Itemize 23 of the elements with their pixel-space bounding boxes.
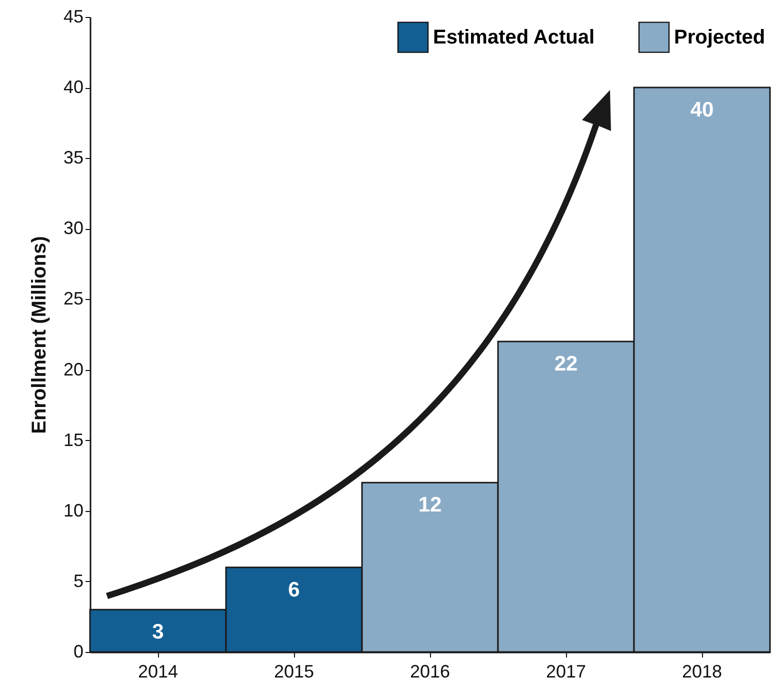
data-label: 3 — [152, 620, 164, 644]
y-tick-label: 0 — [73, 642, 84, 662]
data-label: 12 — [418, 494, 442, 517]
legend-label: Estimated Actual — [433, 26, 595, 48]
x-tick-label: 2015 — [274, 662, 314, 682]
legend-label: Projected — [674, 26, 766, 48]
data-label: 22 — [554, 352, 578, 376]
y-tick-label: 20 — [63, 359, 84, 380]
y-tick-label: 10 — [63, 500, 84, 520]
y-tick-label: 35 — [63, 148, 84, 168]
x-tick-label: 2016 — [410, 662, 450, 682]
y-tick-label: 15 — [63, 430, 84, 450]
x-tick-label: 2017 — [546, 662, 586, 682]
x-tick-label: 2014 — [138, 662, 178, 682]
data-label: 6 — [288, 578, 300, 602]
y-tick-label: 5 — [73, 570, 84, 591]
y-tick-label: 25 — [63, 288, 84, 309]
y-axis-title: Enrollment (Millions) — [28, 236, 50, 434]
y-tick-label: 30 — [63, 218, 84, 238]
y-tick-label: 40 — [63, 77, 84, 98]
y-tick-label: 45 — [63, 6, 84, 26]
data-label: 40 — [690, 98, 714, 122]
x-tick-label: 2018 — [682, 662, 722, 682]
